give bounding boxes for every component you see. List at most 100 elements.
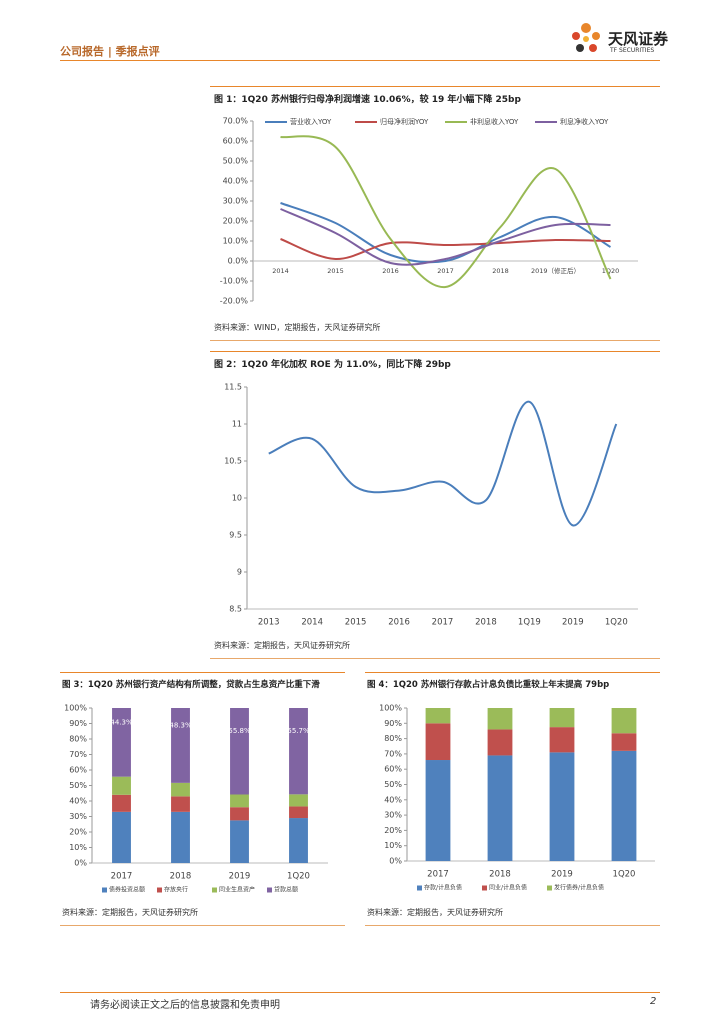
y-tick-label: 10 bbox=[232, 494, 242, 503]
bar-segment bbox=[112, 776, 131, 795]
value-label: 48.3% bbox=[169, 721, 192, 729]
bar-segment bbox=[230, 807, 249, 821]
y-tick-label: 40% bbox=[69, 797, 87, 806]
value-label: 55.7% bbox=[287, 727, 310, 735]
x-tick-label: 1Q20 bbox=[602, 267, 620, 275]
legend-label: 利息净收入YOY bbox=[560, 117, 609, 126]
legend-swatch bbox=[482, 885, 487, 891]
figure-rule bbox=[210, 658, 660, 659]
y-tick-label: 80% bbox=[384, 734, 402, 743]
logo-en: TF SECURITIES bbox=[610, 47, 655, 54]
y-tick-label: 30% bbox=[69, 812, 87, 821]
y-tick-label: 10.5 bbox=[224, 457, 242, 466]
bar-segment bbox=[549, 752, 575, 861]
chart: 0% 10% 20% 30% 40% 50% 60% 70% 80% 90% 100% 2017 201… bbox=[64, 704, 328, 894]
line-series bbox=[268, 400, 618, 527]
y-tick-label: 100% bbox=[379, 704, 402, 713]
bar-segment bbox=[230, 708, 249, 795]
y-tick-label: 20% bbox=[384, 826, 402, 835]
bar-segment bbox=[549, 708, 575, 728]
x-tick-label: 2019 bbox=[551, 870, 573, 880]
bar-segment bbox=[230, 820, 249, 863]
x-tick-label: 1Q20 bbox=[287, 872, 310, 882]
x-tick-label: 2016 bbox=[382, 267, 399, 275]
figure-rule bbox=[60, 672, 345, 673]
figure-title: 图 4：1Q20 苏州银行存款占计息负债比重较上年末提高 79bp bbox=[367, 680, 610, 690]
line-series bbox=[280, 202, 611, 264]
header-rule bbox=[60, 60, 660, 61]
line-series bbox=[280, 238, 611, 261]
y-tick-label: 90% bbox=[384, 719, 402, 728]
legend-label: 存款/计息负债 bbox=[424, 884, 462, 892]
y-tick-label: 11.5 bbox=[224, 383, 242, 392]
x-tick-label: 1Q19 bbox=[518, 618, 541, 628]
bar-segment bbox=[171, 796, 190, 812]
y-tick-label: 60.0% bbox=[223, 137, 249, 146]
figure-source: 资料来源：定期报告，天风证券研究所 bbox=[214, 641, 350, 650]
legend-label: 贷款总额 bbox=[274, 886, 298, 894]
y-tick-label: 9.5 bbox=[229, 531, 242, 540]
y-tick-label: 10% bbox=[69, 843, 87, 852]
x-tick-label: 2014 bbox=[272, 267, 289, 275]
report-section: 公司报告 | 季报点评 bbox=[60, 45, 160, 58]
y-tick-label: 30% bbox=[384, 811, 402, 820]
y-tick-label: 40% bbox=[384, 795, 402, 804]
x-tick-label: 2014 bbox=[301, 618, 323, 628]
figure-rule bbox=[210, 351, 660, 352]
bar-segment bbox=[487, 755, 513, 861]
y-tick-label: 60% bbox=[384, 765, 402, 774]
y-tick-label: 100% bbox=[64, 704, 87, 713]
y-tick-label: 80% bbox=[69, 735, 87, 744]
legend-label: 同业/计息负债 bbox=[489, 884, 527, 892]
bar-segment bbox=[487, 729, 513, 756]
y-tick-label: 11 bbox=[232, 420, 242, 429]
y-tick-label: 0% bbox=[389, 857, 402, 866]
legend-swatch bbox=[267, 887, 272, 893]
bar-segment bbox=[112, 708, 131, 777]
chart: 0% 10% 20% 30% 40% 50% 60% 70% 80% 90% 100% 2017 201… bbox=[379, 704, 655, 892]
y-tick-label: 60% bbox=[69, 766, 87, 775]
legend-label: 非利息收入YOY bbox=[470, 117, 519, 126]
y-tick-label: 50.0% bbox=[223, 157, 249, 166]
y-tick-label: 70% bbox=[69, 750, 87, 759]
bar-segment bbox=[611, 708, 637, 734]
y-tick-label: 30.0% bbox=[223, 197, 249, 206]
x-tick-label: 2017 bbox=[111, 872, 133, 882]
y-tick-label: 0.0% bbox=[228, 257, 249, 266]
x-tick-label: 2019 bbox=[562, 618, 584, 628]
y-tick-label: 70% bbox=[384, 749, 402, 758]
logo-name: 天风证券 bbox=[608, 30, 669, 48]
x-tick-label: 1Q20 bbox=[605, 618, 628, 628]
x-tick-label: 2018 bbox=[489, 870, 511, 880]
footer-rule bbox=[60, 992, 660, 993]
x-tick-label: 2017 bbox=[437, 267, 454, 275]
legend-swatch bbox=[212, 887, 217, 893]
x-tick-label: 2017 bbox=[432, 618, 454, 628]
chart: 8.5 9 9.5 10 10.5 11 11.5 2013 2014 2015 2016 2017 2… bbox=[224, 383, 638, 628]
legend-label: 债券投资总额 bbox=[109, 886, 145, 894]
y-tick-label: 10.0% bbox=[223, 237, 249, 246]
y-tick-label: 70.0% bbox=[223, 117, 249, 126]
legend-label: 归母净利润YOY bbox=[380, 117, 429, 126]
figure-rule bbox=[210, 86, 660, 87]
value-label: 44.3% bbox=[110, 718, 133, 726]
legend-label: 发行债券/计息负债 bbox=[554, 884, 604, 892]
bar-segment bbox=[425, 760, 451, 861]
legend-swatch bbox=[417, 885, 422, 891]
figure-rule bbox=[365, 672, 660, 673]
y-tick-label: -20.0% bbox=[220, 297, 249, 306]
legend-swatch bbox=[102, 887, 107, 893]
figure-title: 图 3：1Q20 苏州银行资产结构有所调整，贷款占生息资产比重下滑 bbox=[62, 680, 320, 690]
figure-rule bbox=[210, 340, 660, 341]
legend-label: 同业生息资产 bbox=[219, 886, 255, 894]
figure-source: 资料来源：定期报告，天风证券研究所 bbox=[62, 908, 198, 917]
x-tick-label: 2018 bbox=[170, 872, 192, 882]
x-tick-label: 2018 bbox=[475, 618, 497, 628]
legend-label: 营业收入YOY bbox=[290, 117, 332, 126]
x-tick-label: 2015 bbox=[345, 618, 367, 628]
figure-rule bbox=[365, 925, 660, 926]
y-tick-label: 0% bbox=[74, 859, 87, 868]
x-tick-label: 2015 bbox=[327, 267, 344, 275]
y-tick-label: 20.0% bbox=[223, 217, 249, 226]
value-label: 55.8% bbox=[228, 727, 251, 735]
